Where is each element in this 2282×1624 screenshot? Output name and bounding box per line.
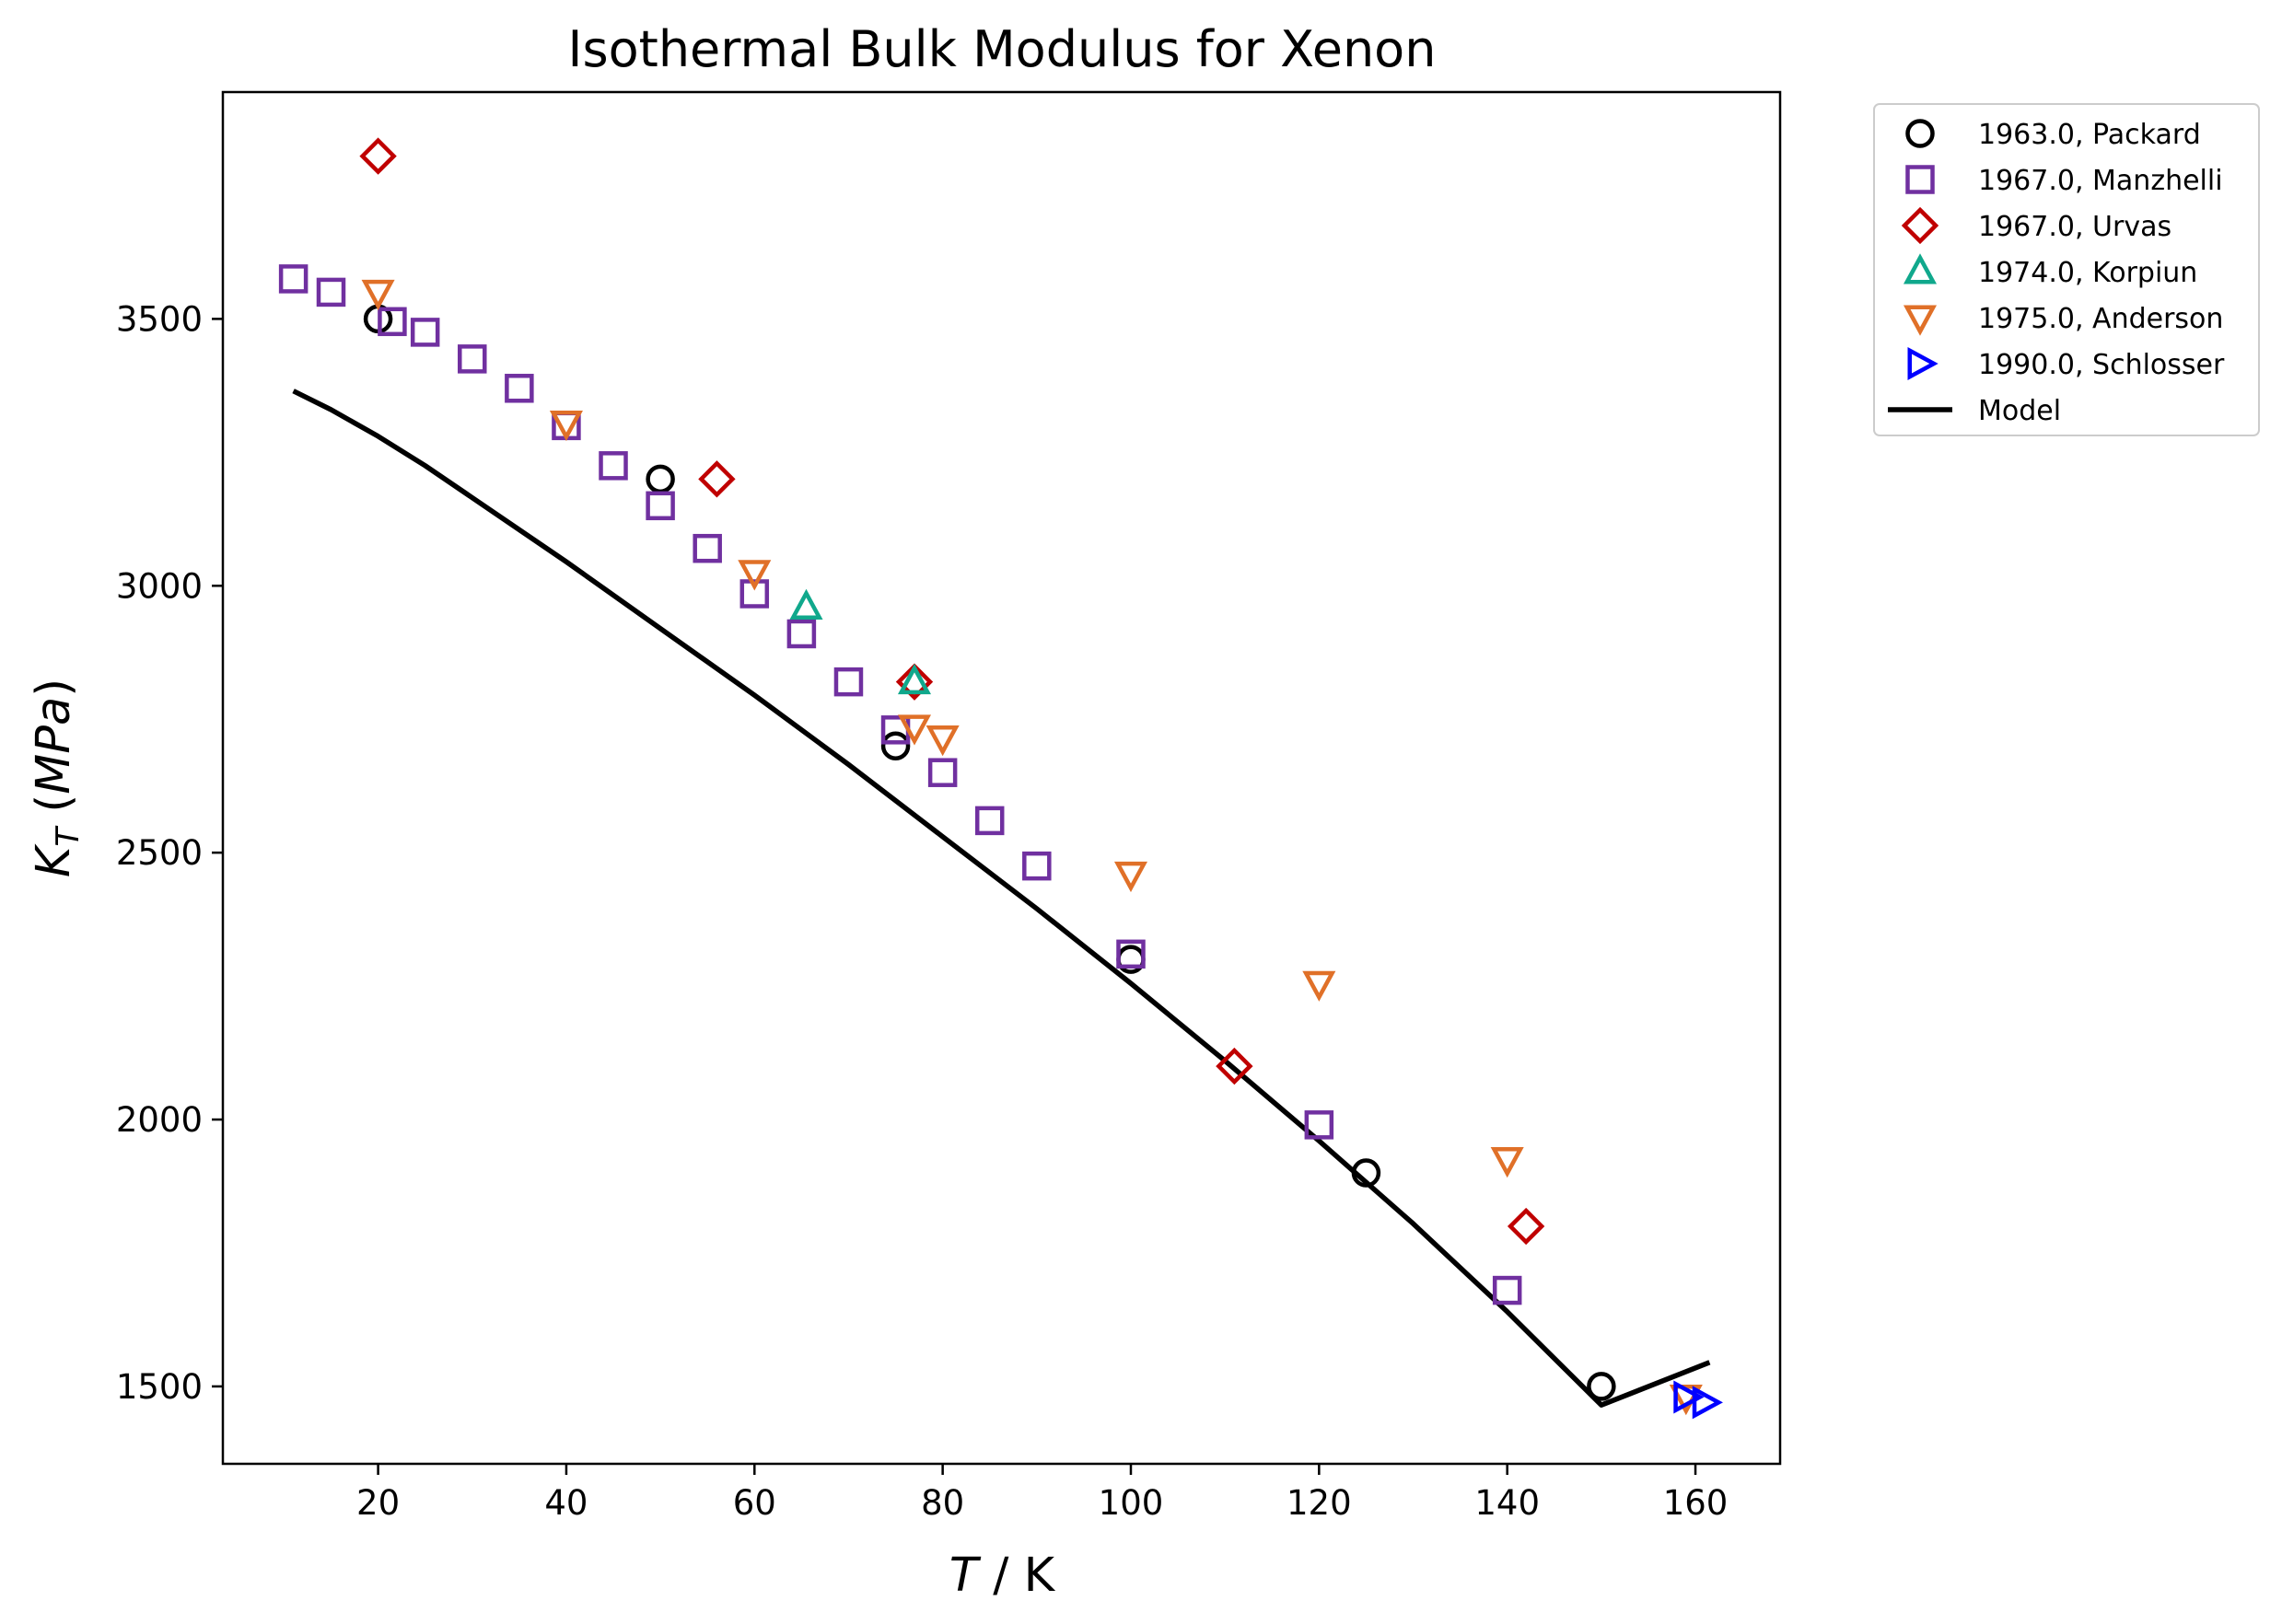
legend-marker-square [1905,165,1935,194]
legend-label: 1967.0, Urvas [1978,211,2171,243]
y-tick-label: 2500 [116,833,203,873]
data-point-circle [1587,1372,1616,1401]
data-point-square [458,344,487,374]
data-point-square [739,579,770,609]
data-point-triangle-down [1113,861,1148,893]
legend-label: Model [1978,395,2061,427]
legend-label: 1974.0, Korpiun [1978,257,2197,289]
plot-area [278,137,1723,1420]
data-point-triangle-down [926,725,960,757]
marker-layer [278,137,1723,1420]
model-layer [292,389,1711,1408]
data-point-square [505,374,534,403]
x-tick-label: 120 [1287,1483,1352,1523]
data-point-square [693,533,722,563]
data-point-square [378,307,407,337]
model-line [292,389,1711,1408]
data-point-triangle-up [897,663,932,695]
data-point-square [599,451,628,481]
legend-label: 1975.0, Anderson [1978,303,2223,335]
data-point-square [1492,1275,1522,1305]
data-point-circle [1351,1158,1381,1188]
x-tick-label: 140 [1474,1483,1540,1523]
data-point-triangle-right [1692,1386,1723,1420]
data-point-triangle-down [1490,1147,1524,1178]
data-point-diamond [1216,1047,1253,1085]
y-tick-label: 3000 [116,566,203,606]
data-point-square [1304,1110,1334,1140]
x-tick-label: 40 [544,1483,588,1523]
legend-label: 1990.0, Schlosser [1978,349,2225,381]
plot-frame [221,90,1782,1466]
x-tick-label: 20 [356,1483,400,1523]
data-point-square [1116,939,1146,969]
data-point-triangle-down [738,560,772,591]
chart-title: Isothermal Bulk Modulus for Xenon [568,20,1437,78]
data-point-diamond [1507,1207,1545,1246]
y-tick-label: 3500 [116,299,203,339]
x-axis: 20 40 60 80 100 120 140 160 [356,1464,1728,1523]
data-point-square [1022,851,1052,881]
data-point-square [410,318,440,347]
legend-marker-triangle-up [1903,253,1938,284]
data-point-triangle-right [1673,1380,1705,1414]
data-point-triangle-down [361,279,395,311]
data-point-triangle-up [789,588,823,620]
x-tick-label: 100 [1099,1483,1164,1523]
x-axis-label: T / K [949,1549,1056,1603]
data-point-square [646,491,675,521]
y-axis: 1500 2000 2500 3000 3500 [116,299,223,1407]
data-point-square [278,264,309,294]
x-tick-label: 60 [733,1483,776,1523]
y-tick-label: 2000 [116,1100,203,1140]
data-point-square [927,758,958,787]
legend-marker-diamond [1901,206,1939,245]
data-point-square [316,277,346,307]
y-tick-label: 1500 [116,1367,203,1407]
data-point-diamond [359,137,397,175]
y-axis-label: KT (MPa) [27,679,87,877]
data-point-square [974,806,1005,836]
legend: 1963.0, Packard 1967.0, Manzhelli 1967.0, … [1873,103,2260,436]
data-point-triangle-down [1302,970,1336,1002]
data-point-square [833,667,864,697]
data-point-square [786,619,817,649]
x-tick-label: 160 [1663,1483,1729,1523]
data-point-diamond [698,460,736,498]
legend-marker-triangle-down [1903,305,1938,336]
legend-marker-circle [1905,119,1935,148]
legend-box [1873,103,2260,436]
legend-label: 1967.0, Manzhelli [1978,165,2223,197]
data-point-diamond [895,663,934,701]
legend-label: 1963.0, Packard [1978,119,2201,151]
data-point-triangle-down [897,714,932,746]
x-tick-label: 80 [921,1483,964,1523]
legend-marker-triangle-right [1907,346,1939,381]
data-point-circle [880,731,911,760]
data-point-triangle-down [549,410,583,442]
